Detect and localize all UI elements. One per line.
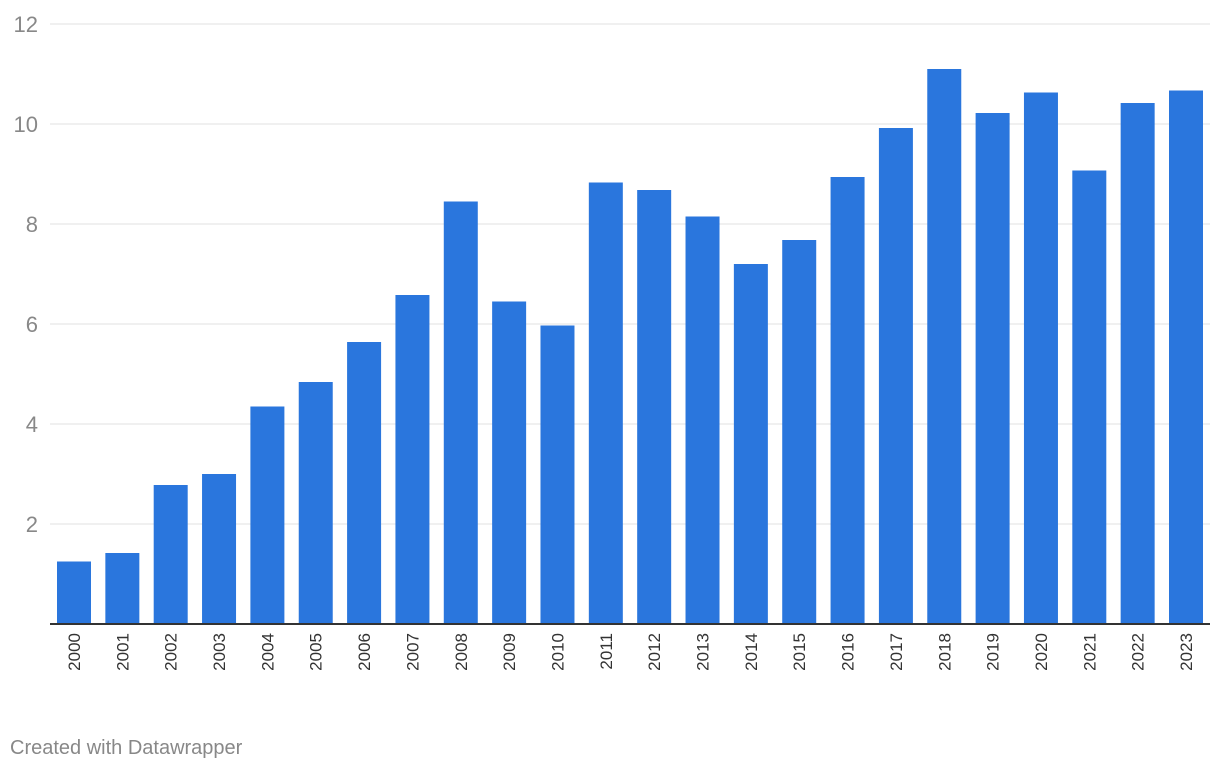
- x-tick-label: 2006: [355, 633, 374, 671]
- bar-2007: [395, 295, 430, 624]
- bar-2019: [975, 113, 1010, 624]
- x-tick-label: 2005: [307, 633, 326, 671]
- bar-2008: [443, 201, 478, 624]
- x-tick-label: 2000: [65, 633, 84, 671]
- y-tick-label: 10: [14, 112, 38, 137]
- bar-2010: [540, 325, 575, 624]
- x-axis: 2000 2001 2002 2003 2004 2005 2006 2007 2008 2009…: [65, 633, 1196, 671]
- bar-2014: [733, 264, 768, 624]
- y-tick-label: 6: [26, 312, 38, 337]
- x-tick-label: 2001: [113, 633, 132, 671]
- bar-2022: [1120, 103, 1155, 624]
- bar-2021: [1072, 170, 1107, 624]
- x-tick-label: 2010: [548, 633, 567, 671]
- bar-2004: [250, 406, 285, 624]
- bar-2012: [637, 190, 672, 624]
- bar-2020: [1023, 92, 1058, 624]
- x-tick-label: 2008: [452, 633, 471, 671]
- gridlines: [50, 23, 1210, 525]
- bar-2017: [878, 128, 913, 624]
- x-tick-label: 2015: [790, 633, 809, 671]
- x-tick-label: 2007: [403, 633, 422, 671]
- x-tick-label: 2021: [1080, 633, 1099, 671]
- bar-2013: [685, 216, 720, 624]
- bar-2023: [1169, 90, 1203, 624]
- bars: [57, 69, 1203, 624]
- bar-2006: [347, 342, 382, 624]
- x-tick-label: 2009: [500, 633, 519, 671]
- y-tick-label: 4: [26, 412, 38, 437]
- bar-2018: [927, 69, 962, 624]
- x-tick-label: 2019: [984, 633, 1003, 671]
- bar-2001: [105, 553, 140, 624]
- x-tick-label: 2004: [258, 633, 277, 671]
- x-tick-label: 2003: [210, 633, 229, 671]
- bar-2000: [57, 561, 91, 624]
- x-tick-label: 2017: [887, 633, 906, 671]
- y-tick-label: 8: [26, 212, 38, 237]
- x-tick-label: 2012: [645, 633, 664, 671]
- x-tick-label: 2011: [597, 633, 616, 670]
- x-tick-label: 2018: [935, 633, 954, 671]
- y-axis: 2 4 6 8 10 12: [14, 12, 38, 537]
- x-tick-label: 2022: [1129, 633, 1148, 671]
- y-tick-label: 2: [26, 512, 38, 537]
- x-tick-label: 2014: [742, 633, 761, 671]
- x-tick-label: 2013: [694, 633, 713, 671]
- bar-2005: [298, 382, 333, 624]
- bar-2002: [153, 485, 188, 624]
- bar-2015: [782, 240, 817, 624]
- y-tick-label: 12: [14, 12, 38, 37]
- x-tick-label: 2016: [839, 633, 858, 671]
- bar-2003: [202, 474, 237, 624]
- bar-2011: [588, 182, 623, 624]
- x-tick-label: 2020: [1032, 633, 1051, 671]
- credit-text: Created with Datawrapper: [10, 737, 243, 759]
- bar-2009: [492, 301, 527, 624]
- bar-2016: [830, 177, 865, 624]
- x-tick-label: 2023: [1177, 633, 1196, 671]
- x-tick-label: 2002: [162, 633, 181, 671]
